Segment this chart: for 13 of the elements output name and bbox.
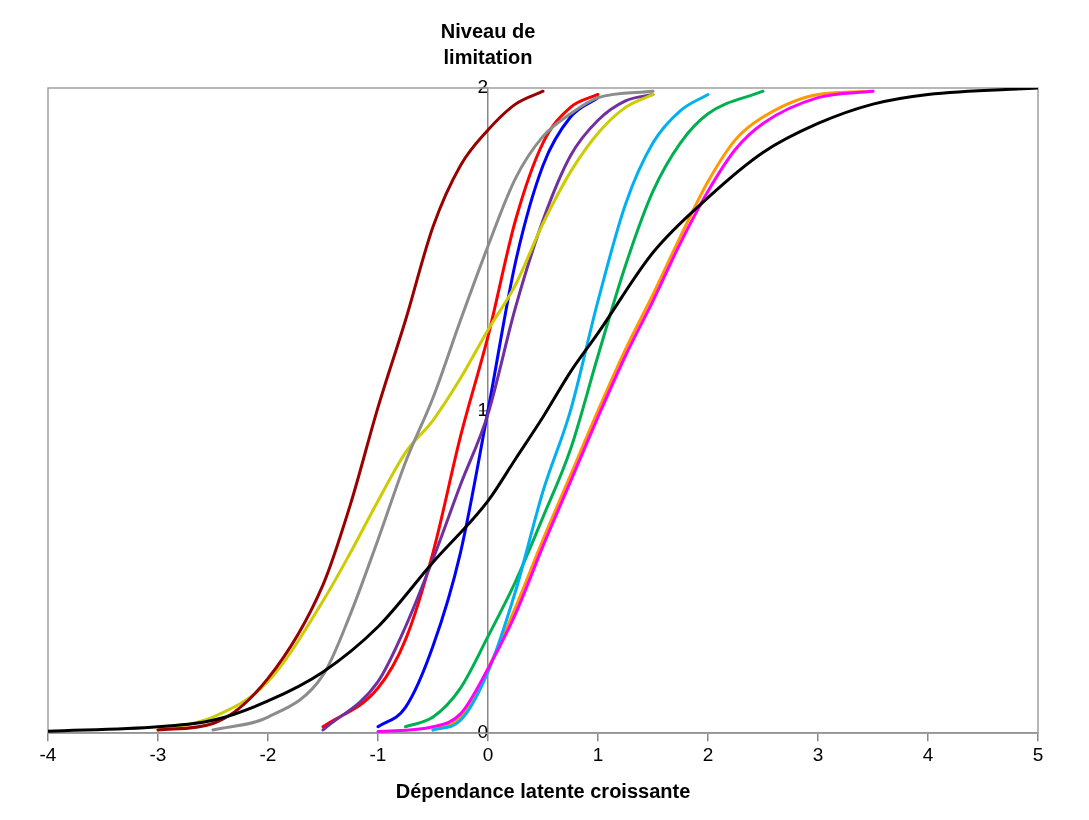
- y-tick-label: 1: [477, 398, 488, 420]
- x-tick-label: 2: [702, 743, 714, 765]
- x-tick-label: -2: [259, 743, 277, 765]
- x-tick-label: 3: [812, 743, 824, 765]
- x-tick-label: -4: [39, 743, 57, 765]
- x-axis-title: Dépendance latente croissante: [395, 779, 691, 802]
- y-tick-label: 2: [477, 76, 488, 98]
- x-tick-label: -3: [149, 743, 167, 765]
- x-tick-label: 1: [592, 743, 604, 765]
- x-tick-label: 4: [922, 743, 934, 765]
- x-tick-label: -1: [369, 743, 387, 765]
- y-axis-title: Niveau de limitation: [440, 19, 536, 68]
- x-tick-label: 5: [1032, 743, 1044, 765]
